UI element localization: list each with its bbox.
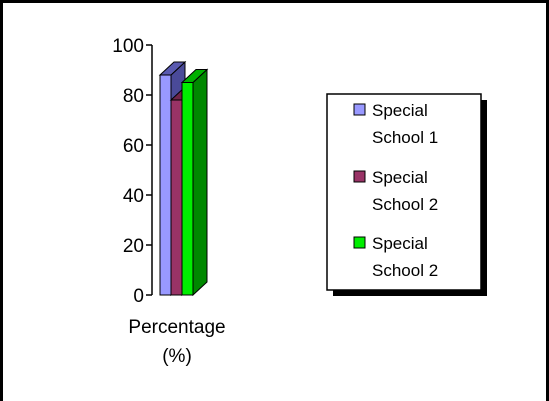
legend-label-school-1-line-2: School 1 (372, 128, 438, 147)
legend-swatch-school-1 (353, 103, 366, 116)
legend-label-school-2-line-1: Special (372, 168, 428, 187)
y-tick-label: 100 (112, 36, 144, 57)
y-axis-ticks: 0 20 40 60 80 100 (112, 36, 152, 307)
x-category-label-line-1: Percentage (128, 317, 225, 338)
legend-swatch-school-2b (353, 236, 366, 249)
legend: Special School 1 Special School 2 Specia… (326, 93, 487, 296)
x-category-label-line-2: (%) (162, 346, 192, 367)
bar-front-face (159, 74, 172, 296)
y-tick-label: 20 (123, 236, 144, 257)
bar-side-face (192, 68, 208, 297)
legend-label-school-2-line-2: School 2 (372, 195, 438, 214)
legend-label-school-2b-line-2: School 2 (372, 261, 438, 280)
y-tick-label: 80 (123, 86, 144, 107)
y-tick-label: 60 (123, 136, 144, 157)
bars-group (158, 60, 209, 297)
legend-label-school-2b-line-1: Special (372, 234, 428, 253)
legend-box (326, 93, 482, 291)
legend-swatch-school-2 (353, 170, 366, 183)
bar-series-3 (180, 68, 209, 297)
y-tick-label: 0 (133, 286, 144, 307)
y-tick-label: 40 (123, 186, 144, 207)
bar-front-face (170, 99, 183, 296)
bar-front-face (181, 82, 194, 296)
legend-label-school-1-line-1: Special (372, 101, 428, 120)
